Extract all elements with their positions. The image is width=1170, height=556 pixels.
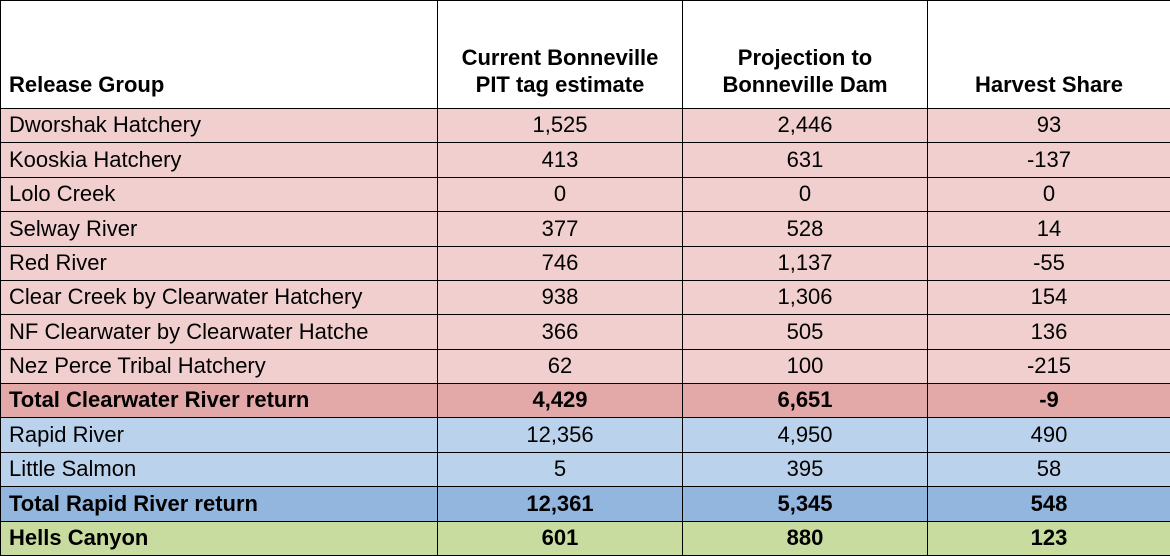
row-pit: 746 [438,246,683,280]
row-proj: 6,651 [683,384,928,418]
col-header-release-group: Release Group [1,1,438,109]
row-harvest: 154 [928,280,1170,314]
release-group-table: Release Group Current Bonneville PIT tag… [0,0,1170,556]
row-proj: 100 [683,349,928,383]
table-row: Total Clearwater River return4,4296,651-… [1,384,1170,418]
row-proj: 395 [683,452,928,486]
header-row: Release Group Current Bonneville PIT tag… [1,1,1170,109]
row-proj: 2,446 [683,109,928,143]
row-proj: 5,345 [683,487,928,521]
row-pit: 601 [438,521,683,556]
table-row: Lolo Creek000 [1,177,1170,211]
row-harvest: 93 [928,109,1170,143]
row-proj: 631 [683,143,928,177]
row-label: Hells Canyon [1,521,438,556]
row-label: Selway River [1,212,438,246]
row-harvest: 58 [928,452,1170,486]
table-row: Little Salmon539558 [1,452,1170,486]
table-row: Clear Creek by Clearwater Hatchery9381,3… [1,280,1170,314]
col-header-harvest: Harvest Share [928,1,1170,109]
row-label: Lolo Creek [1,177,438,211]
row-harvest: -9 [928,384,1170,418]
row-label: NF Clearwater by Clearwater Hatche [1,315,438,349]
row-pit: 12,361 [438,487,683,521]
row-pit: 366 [438,315,683,349]
row-label: Total Clearwater River return [1,384,438,418]
row-harvest: 548 [928,487,1170,521]
row-label: Red River [1,246,438,280]
row-pit: 4,429 [438,384,683,418]
row-proj: 0 [683,177,928,211]
row-proj: 1,137 [683,246,928,280]
table-row: Hells Canyon601880123 [1,521,1170,556]
row-pit: 377 [438,212,683,246]
row-harvest: 123 [928,521,1170,556]
row-harvest: 0 [928,177,1170,211]
row-harvest: -137 [928,143,1170,177]
row-label: Dworshak Hatchery [1,109,438,143]
col-header-pit-estimate: Current Bonneville PIT tag estimate [438,1,683,109]
row-pit: 0 [438,177,683,211]
row-proj: 505 [683,315,928,349]
row-label: Clear Creek by Clearwater Hatchery [1,280,438,314]
row-pit: 938 [438,280,683,314]
row-proj: 4,950 [683,418,928,452]
row-pit: 5 [438,452,683,486]
row-pit: 1,525 [438,109,683,143]
row-harvest: -215 [928,349,1170,383]
table-row: Kooskia Hatchery413631-137 [1,143,1170,177]
row-proj: 880 [683,521,928,556]
table-row: NF Clearwater by Clearwater Hatche366505… [1,315,1170,349]
table-row: Selway River37752814 [1,212,1170,246]
table-row: Red River7461,137-55 [1,246,1170,280]
row-harvest: -55 [928,246,1170,280]
table-row: Total Rapid River return12,3615,345548 [1,487,1170,521]
row-label: Kooskia Hatchery [1,143,438,177]
row-label: Nez Perce Tribal Hatchery [1,349,438,383]
row-label: Little Salmon [1,452,438,486]
row-pit: 413 [438,143,683,177]
row-pit: 62 [438,349,683,383]
table-row: Nez Perce Tribal Hatchery62100-215 [1,349,1170,383]
row-label: Total Rapid River return [1,487,438,521]
table-row: Dworshak Hatchery1,5252,44693 [1,109,1170,143]
row-proj: 1,306 [683,280,928,314]
row-label: Rapid River [1,418,438,452]
row-harvest: 490 [928,418,1170,452]
data-table-container: Release Group Current Bonneville PIT tag… [0,0,1170,556]
row-pit: 12,356 [438,418,683,452]
row-harvest: 136 [928,315,1170,349]
row-proj: 528 [683,212,928,246]
col-header-projection: Projection to Bonneville Dam [683,1,928,109]
row-harvest: 14 [928,212,1170,246]
table-row: Rapid River12,3564,950490 [1,418,1170,452]
